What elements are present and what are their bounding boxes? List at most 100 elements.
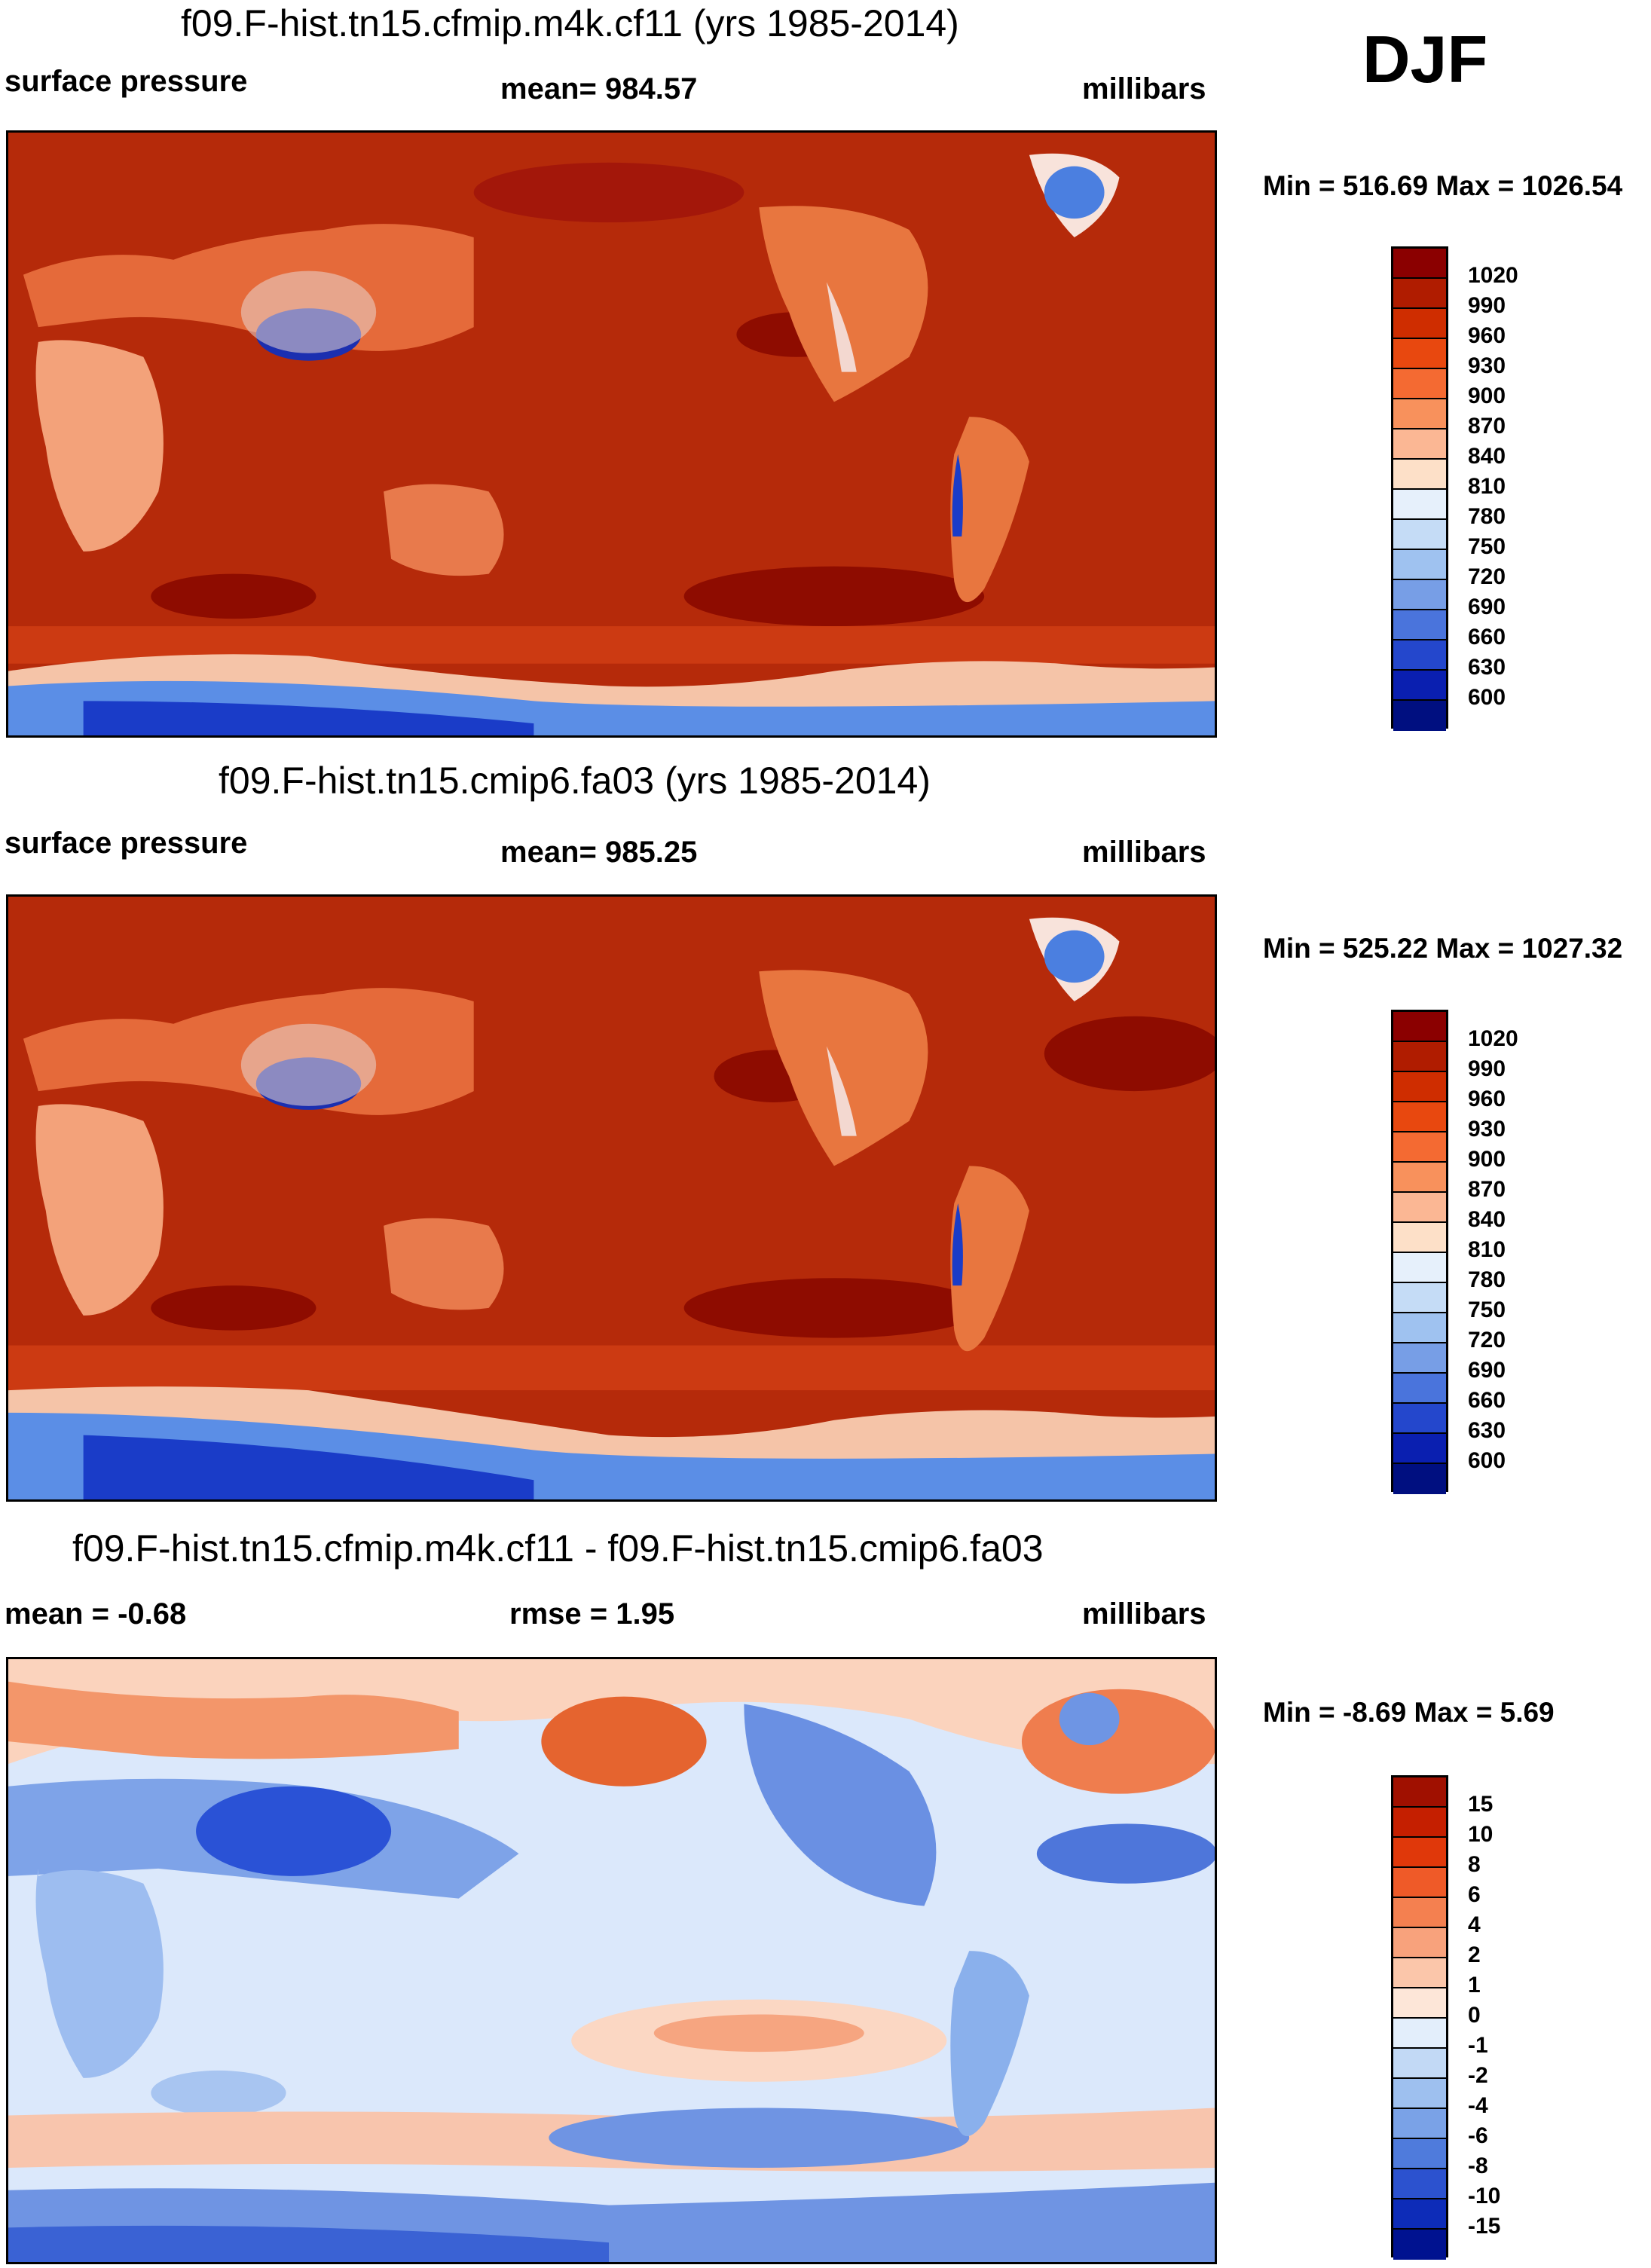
pacific-positive	[541, 1696, 707, 1787]
tibetan-edge	[240, 271, 377, 353]
high-pressure-cell	[683, 1278, 985, 1338]
high-pressure-cell	[683, 566, 985, 627]
colorbar-tick-label: -10	[1468, 2184, 1501, 2208]
colorbar-tick-label: 15	[1468, 1792, 1494, 1817]
colorbar-tick-label: 930	[1468, 353, 1506, 378]
colorbar-swatch	[1393, 1464, 1446, 1494]
panel3-mean: mean = -0.68	[5, 1597, 187, 1631]
panel1-map	[6, 130, 1217, 738]
colorbar-swatch	[1393, 1193, 1446, 1223]
high-pressure-cell	[151, 573, 316, 619]
colorbar-tick-label: 660	[1468, 625, 1506, 650]
colorbar-tick-label: 990	[1468, 293, 1506, 318]
colorbar-swatch	[1393, 279, 1446, 309]
colorbar-swatch	[1393, 1958, 1446, 1988]
panel2-map-svg	[8, 897, 1215, 1499]
north-america-land	[759, 206, 928, 402]
colorbar-tick-label: 990	[1468, 1056, 1506, 1081]
colorbar-tick-label: -15	[1468, 2214, 1501, 2239]
colorbar-tick-label: 630	[1468, 655, 1506, 680]
colorbar-swatch	[1393, 1988, 1446, 2019]
indian-ocean-negative	[151, 2070, 286, 2116]
colorbar-swatch	[1393, 399, 1446, 429]
north-america-negative	[744, 1704, 937, 1906]
north-atlantic-negative	[1036, 1823, 1215, 1884]
colorbar-swatch	[1393, 2049, 1446, 2079]
colorbar-tick-label: 900	[1468, 384, 1506, 408]
colorbar-tick-label: 10	[1468, 1822, 1494, 1847]
colorbar-tick-label: 750	[1468, 534, 1506, 559]
season-label: DJF	[1362, 22, 1488, 96]
colorbar-swatch	[1393, 520, 1446, 550]
high-pressure-cell	[151, 1285, 316, 1331]
antarctica-strong-negative	[8, 2225, 610, 2262]
colorbar-swatch	[1393, 1777, 1446, 1808]
colorbar-tick-label: 840	[1468, 1207, 1506, 1232]
colorbar-swatch	[1393, 1808, 1446, 1838]
panel3-rmse: rmse = 1.95	[509, 1597, 675, 1631]
rockies	[826, 282, 857, 372]
colorbar-tick-label: 810	[1468, 1237, 1506, 1262]
panel2-colorbar	[1391, 1010, 1448, 1494]
panel3-map-svg	[8, 1659, 1215, 2262]
andes	[952, 454, 963, 536]
colorbar-tick-label: 630	[1468, 1418, 1506, 1443]
high-pressure-cell	[1044, 1016, 1215, 1092]
colorbar-tick-label: 900	[1468, 1147, 1506, 1172]
colorbar-swatch	[1393, 490, 1446, 520]
colorbar-swatch	[1393, 1928, 1446, 1958]
arctic-positive	[8, 1659, 1215, 1765]
colorbar-tick-label: 780	[1468, 504, 1506, 529]
colorbar-swatch	[1393, 1313, 1446, 1343]
south-america-negative	[950, 1951, 1029, 2137]
colorbar-tick-label: 690	[1468, 1358, 1506, 1383]
greenland-negative	[1059, 1692, 1120, 1746]
colorbar-swatch	[1393, 249, 1446, 279]
panel2-mean: mean= 985.25	[500, 836, 698, 869]
colorbar-swatch	[1393, 1898, 1446, 1928]
colorbar-tick-label: 600	[1468, 685, 1506, 710]
rockies	[826, 1046, 857, 1136]
panel1-map-svg	[8, 133, 1215, 735]
colorbar-swatch	[1393, 1404, 1446, 1434]
north-america-land	[759, 970, 928, 1166]
australia-land	[384, 484, 504, 576]
colorbar-tick-label: 4	[1468, 1912, 1481, 1937]
tibetan-edge	[240, 1023, 377, 1106]
colorbar-tick-label: 1020	[1468, 263, 1518, 288]
colorbar-swatch	[1393, 1434, 1446, 1464]
colorbar-swatch	[1393, 550, 1446, 580]
colorbar-swatch	[1393, 701, 1446, 731]
colorbar-swatch	[1393, 1102, 1446, 1132]
colorbar-swatch	[1393, 580, 1446, 610]
colorbar-tick-label: 720	[1468, 564, 1506, 589]
colorbar-swatch	[1393, 1283, 1446, 1313]
colorbar-tick-label: -2	[1468, 2063, 1488, 2088]
colorbar-swatch	[1393, 1042, 1446, 1072]
colorbar-swatch	[1393, 1868, 1446, 1898]
colorbar-swatch	[1393, 2109, 1446, 2139]
colorbar-tick-label: 960	[1468, 1087, 1506, 1111]
panel3-colorbar	[1391, 1775, 1448, 2260]
colorbar-swatch	[1393, 610, 1446, 640]
pacific-subtropic-core	[653, 2014, 864, 2053]
colorbar-tick-label: 870	[1468, 414, 1506, 439]
colorbar-tick-label: -4	[1468, 2093, 1488, 2118]
colorbar-swatch	[1393, 1132, 1446, 1163]
africa-negative	[35, 1868, 164, 2078]
panel1-variable: surface pressure	[5, 65, 248, 98]
south-pacific-negative	[549, 2108, 970, 2168]
south-america-land	[950, 417, 1029, 603]
panel3-map	[6, 1657, 1217, 2264]
antarctica-high	[83, 1435, 534, 1499]
atlantic-positive	[1021, 1689, 1215, 1794]
colorbar-swatch	[1393, 640, 1446, 671]
colorbar-tick-label: 1	[1468, 1973, 1481, 1997]
colorbar-tick-label: -1	[1468, 2033, 1488, 2058]
colorbar-swatch	[1393, 2199, 1446, 2230]
panel3-title: f09.F-hist.tn15.cfmip.m4k.cf11 - f09.F-h…	[72, 1527, 1044, 1570]
colorbar-tick-label: 6	[1468, 1882, 1481, 1907]
colorbar-tick-label: 840	[1468, 444, 1506, 469]
south-america-land	[950, 1166, 1029, 1352]
antarctica-high	[83, 701, 534, 735]
